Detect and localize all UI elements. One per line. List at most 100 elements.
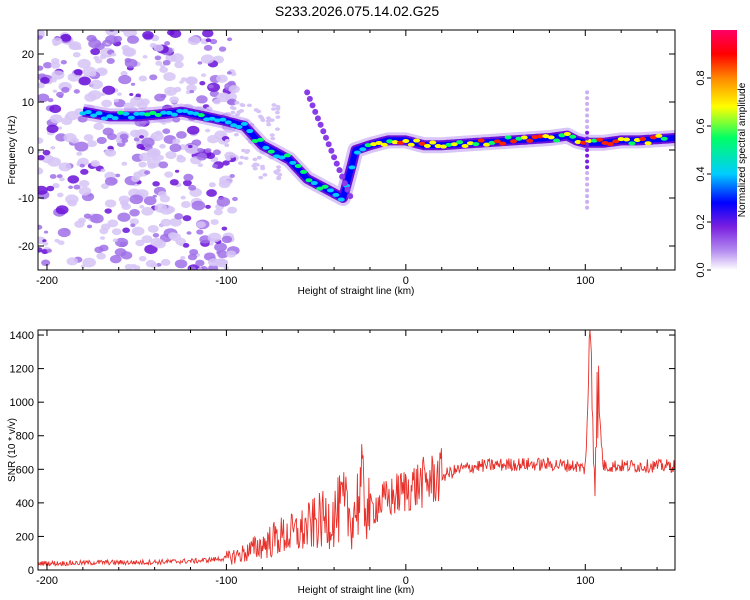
spectrogram-vertical-feature [585, 171, 590, 176]
spectrogram-speckle [49, 104, 62, 114]
spectrogram-arc [312, 108, 319, 115]
spectrogram-speckle [243, 156, 249, 161]
spectrogram-speckle [43, 61, 53, 69]
spectrogram-speckle [209, 38, 218, 45]
spectrogram-speckle [138, 255, 147, 262]
spectrogram-speckle [46, 248, 52, 253]
y-tick-label: 200 [16, 531, 34, 543]
spectrogram-hotspot [127, 115, 135, 120]
spectrogram-speckle [99, 244, 109, 252]
spectrogram-speckle [169, 143, 182, 153]
spectrogram-speckle [188, 144, 193, 149]
spectrogram-vertical-feature [585, 142, 590, 147]
spectrogram-speckle [169, 232, 182, 242]
spectrogram-speckle [191, 139, 202, 147]
spectrogram-speckle [106, 58, 115, 64]
spectrogram-hotspot [606, 141, 614, 146]
spectrogram-speckle [57, 240, 65, 246]
spectrogram-hotspot [644, 141, 652, 146]
colorbar: 0.0 0.2 0.4 0.6 0.8 Normalized spectral ampl… [695, 30, 748, 278]
spectrogram-hotspot [569, 134, 577, 139]
x-tick-label: 0 [403, 275, 409, 287]
spectrogram-arc [320, 128, 327, 135]
spectrogram-hotspot [278, 155, 286, 160]
spectrogram-hotspot [504, 135, 512, 140]
spectrogram-hotspot [192, 111, 200, 116]
spectrogram-hotspot [235, 124, 243, 129]
spectrogram-speckle [226, 37, 233, 42]
spectrogram-speckle [258, 175, 264, 180]
spectrogram-speckle [186, 125, 200, 135]
spectrogram-speckle [189, 89, 195, 94]
spectrogram-speckle [187, 253, 198, 261]
spectrogram-speckle [180, 201, 191, 209]
spectrogram-hotspot [386, 139, 394, 144]
spectrogram-speckle [146, 157, 161, 168]
spectrogram-speckle [135, 239, 145, 247]
spectrogram-hotspot [380, 142, 388, 147]
spectrogram-speckle [196, 152, 208, 161]
spectrogram-hotspot [106, 114, 114, 119]
spectrogram-speckle [239, 155, 245, 160]
spectrogram-speckle [50, 145, 56, 150]
spectrogram-hotspot [273, 154, 281, 159]
spectrogram-hotspot [364, 143, 372, 148]
spectrogram-speckle [180, 255, 186, 260]
spectrogram-speckle [119, 241, 127, 247]
spectrogram-hotspot [230, 123, 238, 128]
spectrogram-hotspot [203, 117, 211, 122]
spectrogram-speckle [68, 185, 74, 190]
spectrogram-arc [339, 173, 346, 180]
spectrogram-vertical-feature [585, 148, 590, 152]
spectrogram-speckle [233, 132, 239, 137]
x-tick-label: -200 [36, 275, 58, 287]
spectrogram-speckle [131, 226, 145, 236]
spectrogram-hotspot [660, 136, 668, 141]
spectrogram-speckle [47, 98, 54, 103]
spectrogram-speckle [174, 61, 184, 69]
colorbar-tick-label: 0.2 [695, 214, 707, 229]
spectrogram-hotspot [590, 138, 598, 143]
spectrogram-speckle [52, 41, 59, 46]
spectrogram-speckle [213, 208, 223, 216]
spectrogram-speckle [164, 171, 174, 178]
spectrogram-speckle [77, 157, 89, 166]
spectrogram-speckle [147, 148, 161, 158]
spectrogram-speckle [120, 70, 128, 77]
spectrogram-speckle [208, 84, 214, 89]
spectrogram-speckle [144, 170, 151, 175]
colorbar-tick-label: 0.0 [695, 262, 707, 277]
spectrogram-speckle [174, 213, 184, 220]
spectrogram-speckle [214, 258, 227, 267]
spectrogram-speckle [70, 137, 80, 144]
spectrogram-speckle [162, 128, 171, 134]
spectrogram-vertical-feature [585, 124, 590, 129]
y-tick-label: 1000 [10, 397, 34, 409]
spectrogram-speckle [159, 195, 171, 203]
snr-y-axis-title: SNR (10 * v/v) [7, 418, 18, 482]
colorbar-tick-label: 0.8 [695, 70, 707, 85]
spectrogram-speckle [221, 226, 228, 231]
spectrogram-speckle [104, 150, 109, 154]
spectrogram-speckle [46, 185, 55, 192]
x-tick-label: -100 [215, 275, 237, 287]
spectrogram-speckle [87, 140, 97, 148]
spectrogram-arc [344, 186, 351, 193]
spectrogram-speckle [73, 68, 83, 76]
spectrogram-speckle [234, 112, 240, 117]
spectrogram-hotspot [628, 141, 636, 146]
spectrogram-speckle [182, 243, 190, 248]
spectrogram-speckle [129, 194, 144, 205]
spectrogram-speckle [89, 79, 103, 90]
spectrogram-speckle [38, 167, 44, 175]
spectrogram-speckle [99, 54, 107, 60]
spectrogram-speckle [127, 35, 140, 44]
spectrogram-speckle [91, 162, 98, 167]
y-tick-label: 1200 [10, 364, 34, 376]
spectrogram-speckle [256, 155, 262, 160]
spectrogram-speckle [133, 171, 143, 178]
spectrogram-hotspot [138, 111, 146, 116]
spectrogram-speckle [219, 175, 233, 186]
spectrogram-speckle [107, 219, 119, 228]
